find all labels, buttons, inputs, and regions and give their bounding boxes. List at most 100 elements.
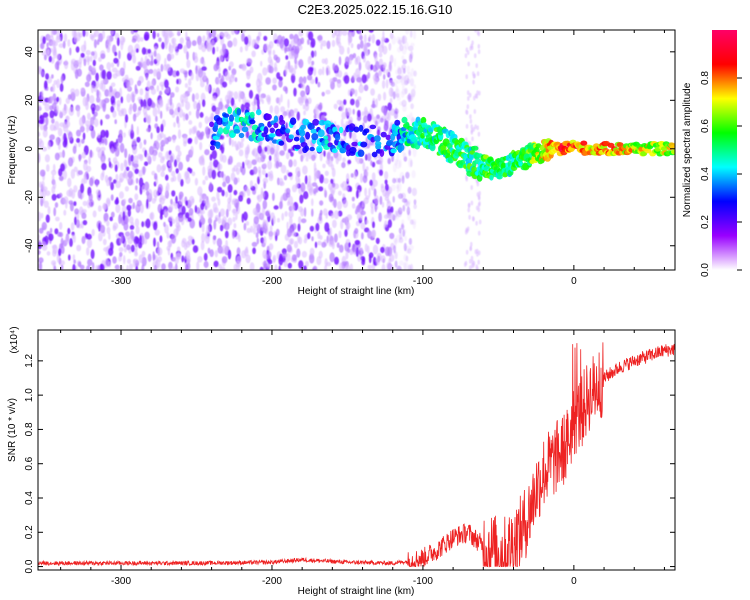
noise-speckle xyxy=(134,237,140,244)
noise-speckle xyxy=(290,202,295,211)
noise-speckle xyxy=(64,235,70,244)
noise-speckle xyxy=(51,193,57,201)
signal-blob xyxy=(373,135,381,143)
noise-speckle xyxy=(370,160,373,166)
noise-speckle xyxy=(131,38,137,43)
noise-speckle xyxy=(241,32,245,42)
noise-speckle xyxy=(126,264,129,270)
noise-speckle xyxy=(216,238,223,247)
noise-speckle xyxy=(205,41,210,50)
noise-speckle xyxy=(177,172,182,183)
noise-speckle xyxy=(349,88,355,95)
noise-speckle xyxy=(119,191,124,199)
noise-speckle xyxy=(84,120,91,127)
noise-speckle xyxy=(60,75,64,84)
noise-speckle xyxy=(157,183,163,194)
noise-speckle xyxy=(294,45,300,55)
noise-speckle xyxy=(73,259,76,264)
noise-speckle xyxy=(179,194,182,201)
y-tick-label: 20 xyxy=(24,94,35,106)
noise-speckle xyxy=(155,53,161,63)
noise-speckle xyxy=(90,66,96,72)
noise-speckle xyxy=(106,36,110,46)
noise-speckle xyxy=(206,30,209,36)
noise-speckle xyxy=(73,37,79,43)
noise-speckle xyxy=(191,238,195,245)
noise-speckle xyxy=(118,214,122,225)
noise-speckle xyxy=(199,192,203,203)
noise-speckle xyxy=(222,181,227,188)
noise-speckle xyxy=(128,197,133,204)
noise-speckle xyxy=(135,185,138,191)
noise-speckle xyxy=(383,91,387,101)
noise-speckle xyxy=(132,54,137,64)
noise-speckle xyxy=(85,233,88,238)
colorbar-tick-label: 0.0 xyxy=(700,263,711,277)
noise-speckle xyxy=(336,201,343,210)
noise-speckle xyxy=(374,120,378,127)
noise-speckle xyxy=(478,201,481,206)
signal-blob xyxy=(607,142,615,148)
noise-speckle xyxy=(469,46,472,51)
noise-speckle xyxy=(410,78,414,87)
noise-speckle xyxy=(94,104,101,112)
noise-speckle xyxy=(390,184,396,192)
noise-speckle xyxy=(470,130,474,135)
noise-speckle xyxy=(51,74,54,79)
noise-speckle xyxy=(202,99,206,107)
noise-speckle xyxy=(351,196,355,202)
noise-speckle xyxy=(159,214,163,220)
noise-speckle xyxy=(181,255,185,263)
noise-speckle xyxy=(129,216,134,224)
signal-blob xyxy=(385,134,391,141)
noise-speckle xyxy=(130,49,136,57)
noise-speckle xyxy=(175,222,181,229)
noise-speckle xyxy=(273,54,278,61)
noise-speckle xyxy=(236,247,241,256)
noise-speckle xyxy=(211,169,217,180)
colorbar-tick-label: 0.6 xyxy=(700,119,711,133)
noise-speckle xyxy=(388,42,392,51)
noise-speckle xyxy=(340,219,344,230)
noise-speckle xyxy=(156,164,162,173)
noise-speckle xyxy=(199,73,203,83)
noise-speckle xyxy=(151,102,156,108)
noise-speckle xyxy=(176,246,181,253)
noise-speckle xyxy=(384,196,390,202)
noise-speckle xyxy=(58,192,63,198)
x-tick-label: -200 xyxy=(262,276,282,287)
noise-speckle xyxy=(363,34,367,44)
noise-speckle xyxy=(53,265,57,270)
noise-speckle xyxy=(389,97,393,104)
noise-speckle xyxy=(365,60,371,70)
noise-speckle xyxy=(289,33,294,40)
noise-speckle xyxy=(159,97,163,107)
noise-speckle xyxy=(272,192,275,202)
noise-speckle xyxy=(217,217,222,224)
noise-speckle xyxy=(268,173,274,182)
noise-speckle xyxy=(393,57,397,67)
y-tick-label: 1.2 xyxy=(24,353,35,367)
noise-speckle xyxy=(135,177,139,184)
noise-speckle xyxy=(188,207,194,216)
noise-speckle xyxy=(233,91,239,100)
noise-speckle xyxy=(395,159,401,169)
noise-speckle xyxy=(324,258,328,267)
noise-speckle xyxy=(355,247,359,258)
noise-speckle xyxy=(99,263,105,270)
noise-speckle xyxy=(221,256,228,264)
noise-speckle xyxy=(410,103,414,110)
noise-speckle xyxy=(156,103,159,108)
noise-speckle xyxy=(304,260,309,267)
noise-speckle xyxy=(72,254,76,261)
noise-speckle xyxy=(82,200,88,207)
noise-speckle xyxy=(152,107,158,117)
noise-speckle xyxy=(64,104,68,114)
noise-speckle xyxy=(132,202,135,210)
noise-speckle xyxy=(157,247,163,256)
noise-speckle xyxy=(201,66,207,71)
noise-speckle xyxy=(116,142,120,151)
noise-speckle xyxy=(238,194,244,202)
noise-speckle xyxy=(293,240,299,249)
noise-speckle xyxy=(139,185,143,195)
